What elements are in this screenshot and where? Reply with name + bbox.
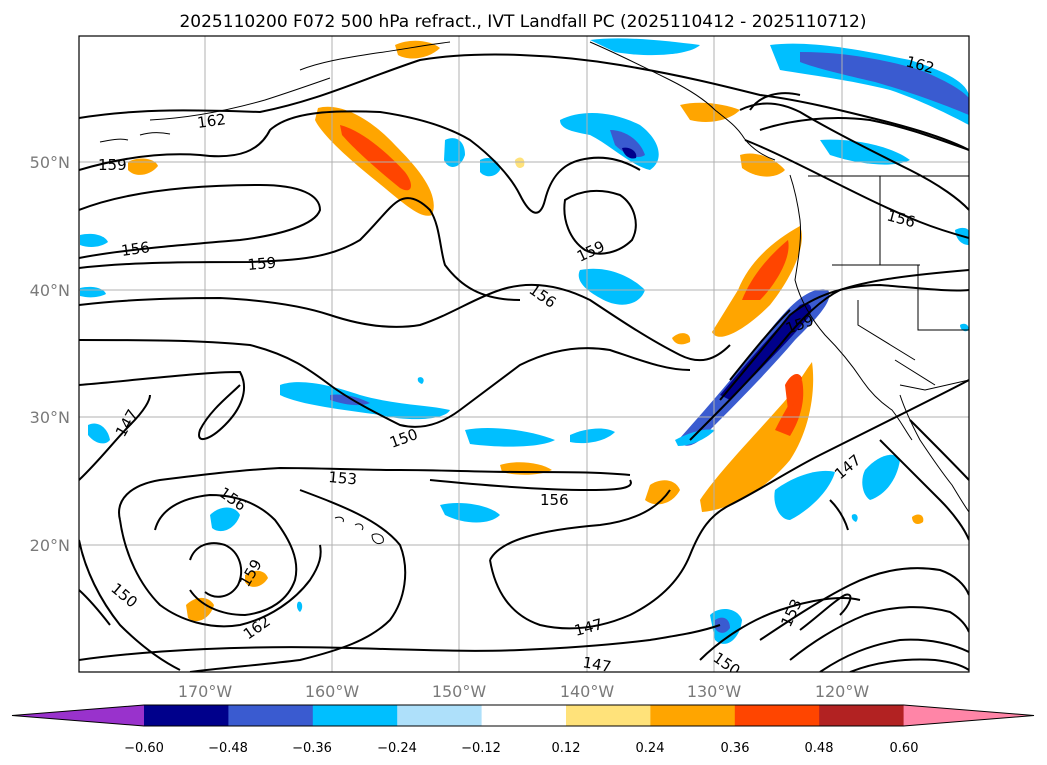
colorbar-extend-min [12,705,144,726]
figure-title: 2025110200 F072 500 hPa refract., IVT La… [179,12,866,32]
colorbar-tick-label: 0.12 [552,741,581,756]
us-state-borders [832,176,969,386]
colorbar-swatch [228,705,314,726]
colorbar-tick-label: −0.12 [461,741,501,756]
lat-label: 20°N [30,536,70,555]
mexico-border [899,379,969,391]
alaska-coast [149,41,776,161]
lon-label: 130°W [687,682,742,701]
colorbar-swatch [650,705,736,726]
baja-coast [899,394,969,513]
colorbar-swatch [734,705,820,726]
lat-label: 30°N [30,408,70,427]
colorbar-extend-max [903,705,1034,726]
colorbar-tick-label: 0.48 [805,741,834,756]
contour-label: 156 [540,491,569,509]
colorbar-tick-label: −0.48 [208,741,248,756]
lon-label: 170°W [178,682,233,701]
longitude-labels: 170°W 160°W 150°W 140°W 130°W 120°W [178,682,870,701]
map-frame [78,35,970,673]
contour-label: 156 [120,238,151,260]
refractivity-contours [79,53,969,672]
lon-label: 150°W [432,682,487,701]
colorbar-tick-label: −0.60 [124,741,164,756]
coastlines [99,41,969,545]
hawaii [334,516,384,545]
colorbar-swatch [144,705,229,726]
contour-label: 147 [581,653,612,676]
colorbar-swatch [397,705,483,726]
colorbar-swatch [481,705,567,726]
colorbar-outline [11,704,1035,727]
colorbar-tick-label: 0.36 [721,741,750,756]
contour-label: 162 [196,110,227,132]
colorbar-tick-label: −0.24 [377,741,417,756]
ivt-positive-band-south [700,362,814,512]
colorbar [11,704,1035,727]
map-panel: 162 159 156 159 156 162 159 156 156 159 … [78,35,970,676]
contour-label: 153 [328,468,358,488]
lon-label: 140°W [560,682,615,701]
colorbar-tick-label: 0.60 [890,741,919,756]
colorbar-swatch [312,705,398,726]
latitude-labels: 50°N 40°N 30°N 20°N [30,153,70,555]
lon-label: 160°W [305,682,360,701]
colorbar-tick-label: 0.24 [636,741,665,756]
contour-label: 159 [247,254,277,274]
ivt-positive-gulf [645,480,680,505]
pnw-coast [789,174,913,441]
colorbar-ticks: −0.60 −0.48 −0.36 −0.24 −0.12 0.12 0.24 … [124,741,918,756]
colorbar-tick-label: −0.36 [292,741,332,756]
lat-label: 50°N [30,153,70,172]
colorbar-swatch [566,705,651,726]
lon-label: 120°W [815,682,870,701]
lat-label: 40°N [30,281,70,300]
contour-label: 159 [98,156,127,174]
colorbar-swatch [819,705,905,726]
